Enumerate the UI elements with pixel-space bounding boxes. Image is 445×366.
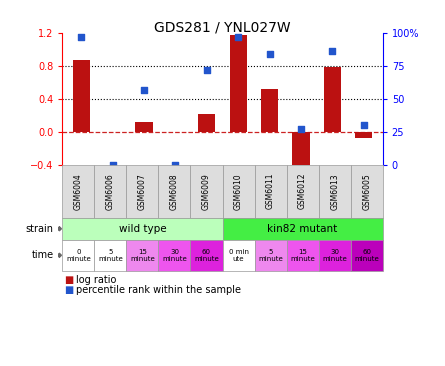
- Point: [172, 162, 179, 168]
- Bar: [292, 132, 310, 171]
- Bar: [324, 67, 341, 132]
- Bar: [135, 122, 153, 132]
- Text: 5
minute: 5 minute: [98, 249, 123, 262]
- Point: [360, 122, 368, 128]
- Text: 30
minute: 30 minute: [162, 249, 187, 262]
- Bar: [198, 113, 215, 132]
- Text: GSM6011: GSM6011: [266, 173, 275, 209]
- Point: [235, 34, 242, 40]
- Text: GDS281 / YNL027W: GDS281 / YNL027W: [154, 20, 291, 34]
- Text: GSM6006: GSM6006: [106, 173, 115, 210]
- Text: 0 min
ute: 0 min ute: [229, 249, 248, 262]
- Text: log ratio: log ratio: [76, 275, 116, 285]
- Text: percentile rank within the sample: percentile rank within the sample: [76, 285, 241, 295]
- Text: 15
minute: 15 minute: [130, 249, 155, 262]
- Text: 5
minute: 5 minute: [258, 249, 283, 262]
- Text: wild type: wild type: [118, 224, 166, 234]
- Text: GSM6013: GSM6013: [330, 173, 339, 210]
- Bar: [261, 89, 278, 132]
- Text: ■: ■: [65, 275, 74, 285]
- Text: ■: ■: [65, 285, 74, 295]
- Point: [109, 162, 116, 168]
- Bar: [230, 34, 247, 132]
- Point: [266, 51, 273, 57]
- Text: GSM6012: GSM6012: [298, 173, 307, 209]
- Text: GSM6010: GSM6010: [234, 173, 243, 210]
- Point: [297, 126, 304, 132]
- Point: [329, 48, 336, 54]
- Text: GSM6004: GSM6004: [74, 173, 83, 210]
- Text: GSM6009: GSM6009: [202, 173, 211, 210]
- Bar: [73, 60, 90, 132]
- Text: time: time: [31, 250, 53, 260]
- Text: GSM6008: GSM6008: [170, 173, 179, 210]
- Text: GSM6005: GSM6005: [362, 173, 371, 210]
- Text: 60
minute: 60 minute: [194, 249, 219, 262]
- Bar: [355, 132, 372, 138]
- Text: 0
minute: 0 minute: [66, 249, 91, 262]
- Text: GSM6007: GSM6007: [138, 173, 147, 210]
- Text: 60
minute: 60 minute: [354, 249, 379, 262]
- Text: 30
minute: 30 minute: [322, 249, 347, 262]
- Point: [77, 34, 85, 40]
- Point: [141, 87, 148, 93]
- Text: 15
minute: 15 minute: [290, 249, 315, 262]
- Text: kin82 mutant: kin82 mutant: [267, 224, 338, 234]
- Point: [203, 67, 210, 73]
- Text: strain: strain: [25, 224, 53, 234]
